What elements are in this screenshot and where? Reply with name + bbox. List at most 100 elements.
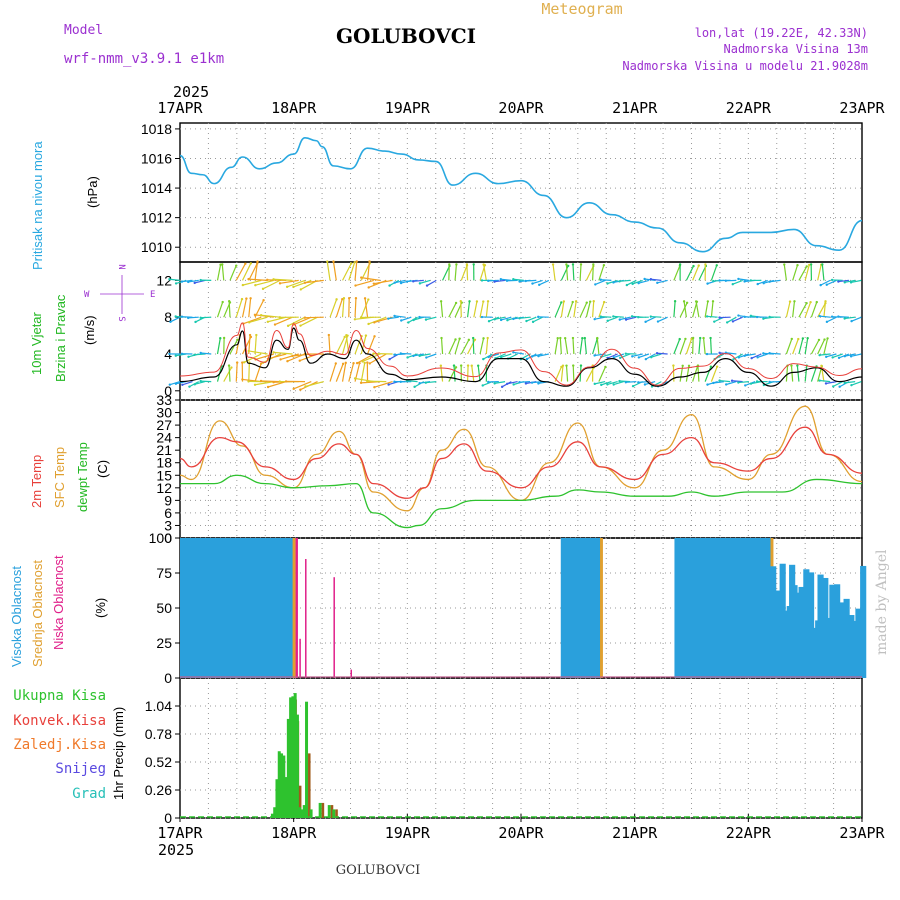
wind-arrow-head [199,351,202,355]
wind-arrow-head [525,319,528,323]
wind-arrow-head [850,319,853,323]
wind-arrow [255,279,274,286]
wind-arrow-head [715,264,718,267]
wind-arrow [394,279,406,284]
wind-arrow-head [718,379,721,382]
wind-arrow [585,301,591,318]
wind-arrow-head [743,315,746,319]
wind-arrow [732,279,743,285]
wind-arrow-head [762,282,765,285]
wind-arrow-head [724,279,728,282]
model-label: Model [64,23,103,38]
wind-arrow [413,353,424,357]
conv-rain-bar [321,802,325,818]
wind-arrow-head [399,380,402,384]
wind-arrow [361,277,381,281]
wind-arrow [287,316,306,327]
wind-arrow-head [499,278,503,281]
wind-arrow-head [808,263,811,267]
precip-ticks-label: 1.04 [145,698,172,714]
wind-arrow [440,337,444,355]
wind-arrow [355,279,374,287]
sfc-temp-line [179,405,863,512]
wind-arrow [673,338,681,355]
wind-arrow-head [344,361,347,365]
wind-arrow-head [481,384,484,387]
wind-arrow-head [824,382,828,385]
high-cloud-bar [829,584,836,678]
wind-arrow [673,265,681,281]
wind-arrow [248,278,268,281]
wind-arrow-head [594,283,597,286]
top-day-label: 19APR [385,99,431,117]
wind-arrow-head [480,315,484,319]
wind-arrow [710,366,718,382]
wind-arrow-head [303,316,306,319]
wind-arrow-head [530,381,534,384]
wind-arrow-head [731,283,734,286]
wind-arrow-head [169,320,172,324]
wind-arrow-head [259,362,263,365]
wind-arrow [850,353,862,357]
wind-arrow-head [583,336,587,340]
wind-arrow-head [618,379,621,383]
wind-arrow-head [249,297,252,300]
precip-legend-item: Snijeg [55,761,106,777]
wind-arrow-head [299,288,303,291]
pressure-ticks-label: 1016 [141,150,172,166]
wind-arrow [401,316,412,322]
wind-arrow [507,381,518,385]
wind-arrow-head [644,357,648,361]
wind-arrow [600,316,612,318]
wind-arrow-head [705,315,709,318]
wind-arrow [692,265,700,281]
wind-arrow-head [512,351,515,354]
wind-arrow [326,261,331,281]
temp-ticks-label: 30 [156,405,172,421]
wind-arrow-head [749,382,753,385]
wind-arrow [844,381,856,384]
precip-bars [180,693,862,818]
wind-arrow-head [405,280,409,283]
wind-arrow-head [737,356,741,359]
wind-arrow-head [715,365,719,368]
wind-arrow [501,353,512,358]
wind-arrow [243,316,262,325]
wind-arrow [825,381,837,385]
wind-arrow [485,301,489,318]
wind-arrow-head [631,384,635,388]
wind-arrow-head [373,386,376,389]
wind-arrow-head [285,285,289,289]
wind-arrow [348,363,355,382]
wind-arrow-head [418,282,422,285]
wind-arrow [413,279,424,282]
wind-arrow-head [743,354,746,357]
pressure-ticks-label: 1014 [141,180,172,196]
wind-arrow-head [235,361,239,364]
top-day-label: 20APR [498,99,544,117]
wind-arrow [354,261,358,281]
total-rain-bar [289,697,293,818]
cloud-ticks-label: 100 [149,530,173,546]
wind-arrow-head [482,337,485,340]
temp-ticks-label: 12 [156,480,172,496]
wind-arrow [507,353,518,360]
total-rain-bar [327,805,331,818]
wind-arrow-head [174,315,177,318]
wind-arrow-head [360,276,363,279]
wind-arrow [348,262,356,281]
wind-arrow [426,353,437,359]
wind-arrow [216,264,222,281]
wind-arrow-head [372,352,375,355]
wind-arrow-head [272,381,275,384]
wind-arrow [726,316,737,323]
wind-arrow-head [247,349,250,353]
wind-arrow-head [838,385,841,388]
wind-arrow-head [571,336,575,340]
wind-arrow [838,279,849,283]
wind-arrow-head [326,260,329,263]
wind-arrow-head [732,358,735,361]
wind-arrow [356,353,375,364]
wind-arrow-head [631,355,634,358]
wind-arrow-head [809,300,812,304]
